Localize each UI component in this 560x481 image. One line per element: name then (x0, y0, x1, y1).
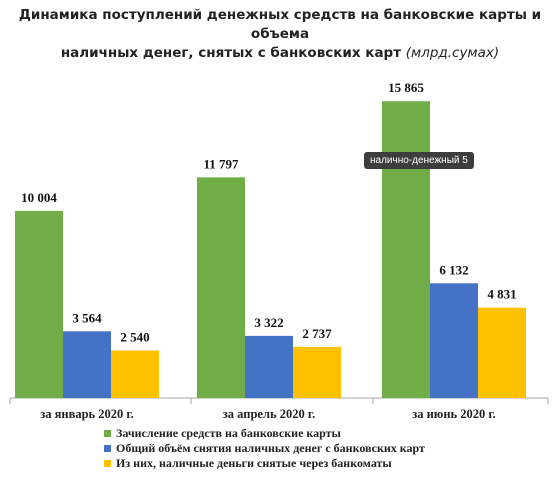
bar-1-1 (245, 335, 293, 398)
bar-2-0 (111, 350, 159, 398)
data-label: 15 865 (388, 80, 424, 95)
bar-0-2 (382, 101, 430, 399)
data-label: 10 004 (21, 190, 57, 205)
legend-swatch (104, 430, 111, 437)
data-label: 6 132 (439, 262, 468, 277)
x-tick-label: за июнь 2020 г. (412, 407, 496, 421)
legend-swatch (104, 460, 111, 467)
bar-1-0 (63, 331, 111, 398)
x-tick-label: за апрель 2020 г. (223, 407, 315, 421)
data-label: 3 322 (254, 315, 283, 330)
data-label: 4 831 (487, 287, 516, 302)
data-label: 11 797 (203, 156, 239, 171)
bar-1-2 (430, 283, 478, 398)
bar-2-1 (293, 346, 341, 398)
title-line-2-text: наличных денег, снятых с банковских карт (60, 45, 402, 61)
legend-label: Общий объём снятия наличных денег с банк… (116, 441, 425, 455)
data-label: 2 540 (120, 329, 149, 344)
tooltip: нали­чно-денежный 5 (364, 152, 474, 169)
data-label: 2 737 (302, 326, 332, 341)
x-tick-label: за январь 2020 г. (40, 407, 134, 421)
bar-0-1 (197, 177, 245, 398)
legend-label: Из них, наличные деньги снятые через бан… (116, 456, 392, 470)
title-line-1: Динамика поступлений денежных средств на… (18, 7, 542, 42)
data-label: 3 564 (72, 310, 102, 325)
legend-swatch (104, 445, 111, 452)
bar-0-0 (15, 210, 63, 398)
title-unit: (млрд.сумах) (405, 45, 500, 61)
bar-2-2 (478, 307, 526, 398)
legend-label: Зачисление средств на банковские карты (116, 426, 342, 440)
chart-title: Динамика поступлений денежных средств на… (0, 6, 560, 63)
title-line-2: наличных денег, снятых с банковских карт… (0, 44, 560, 63)
